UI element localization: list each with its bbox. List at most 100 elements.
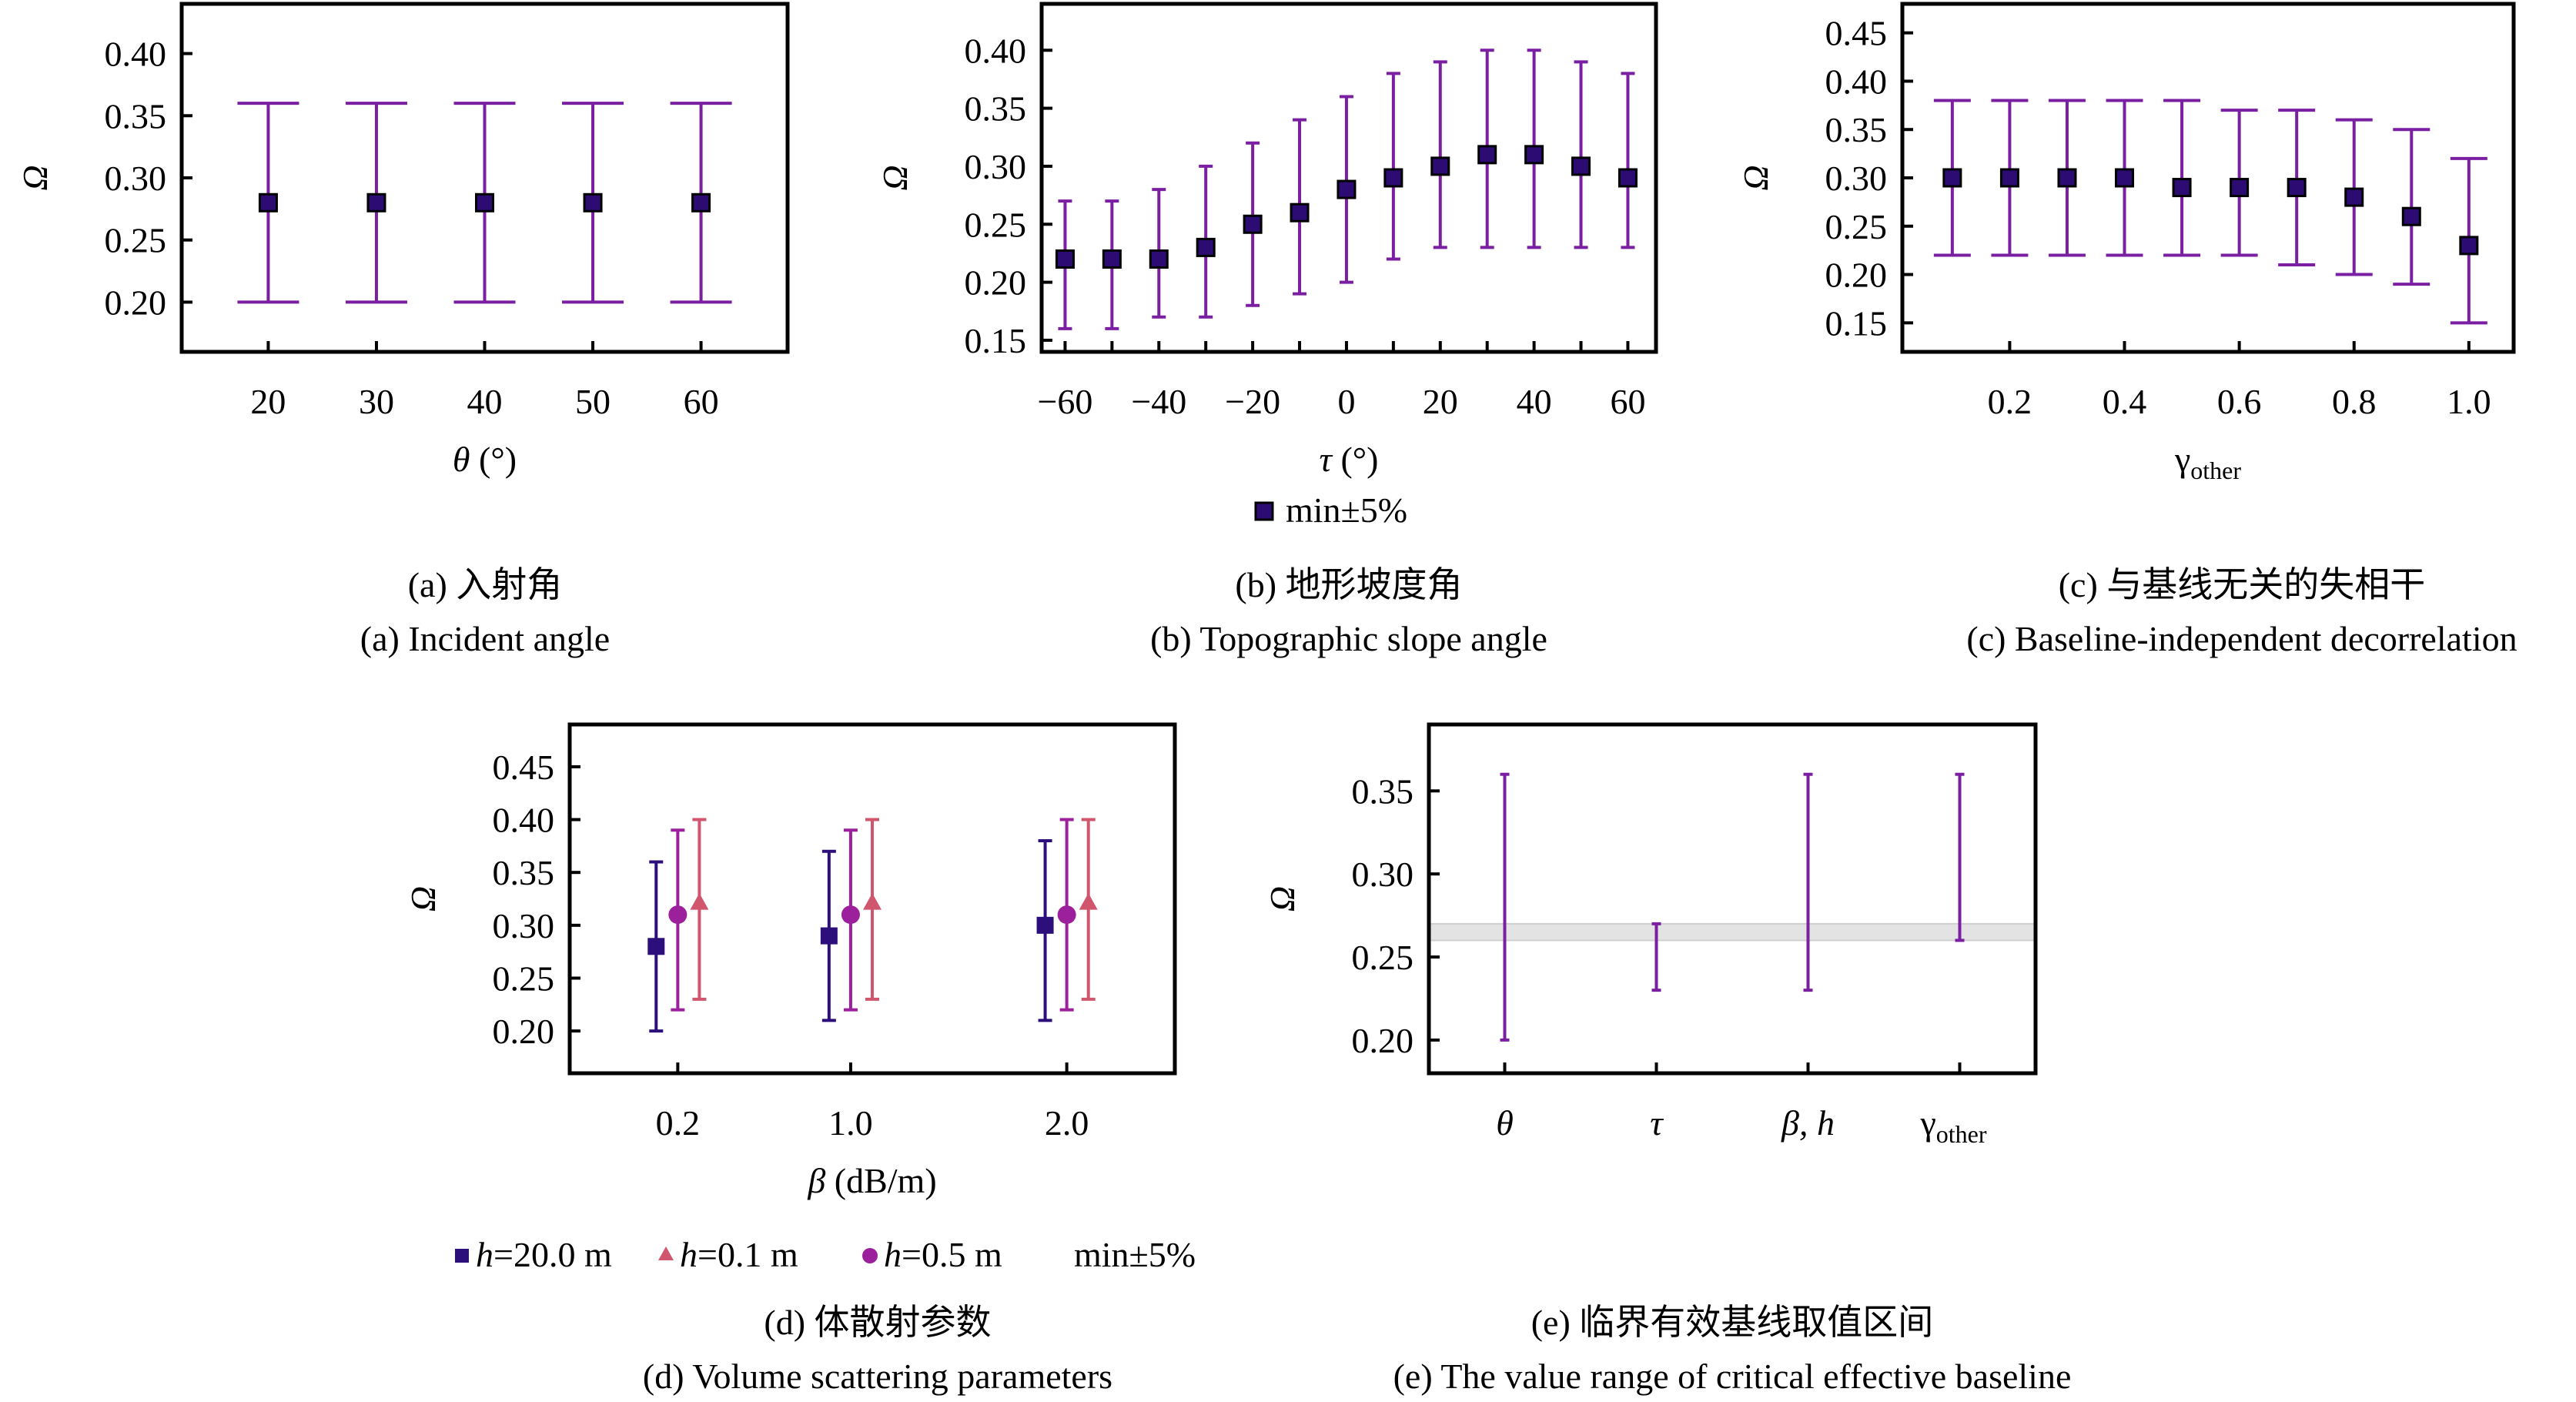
y-tick-label: 0.35 — [1352, 771, 1414, 811]
data-point — [1149, 249, 1169, 269]
x-tick-label: 20 — [250, 382, 286, 421]
legend-suffix: min±5% — [1074, 1235, 1196, 1274]
legend-value: =0.5 m — [902, 1235, 1002, 1274]
data-point — [1942, 168, 1962, 188]
y-tick-label: 0.35 — [1825, 110, 1888, 149]
data-point — [1477, 145, 1497, 165]
data-point — [2459, 236, 2479, 256]
data-point — [1524, 145, 1544, 165]
y-tick-label: 0.25 — [1352, 938, 1414, 977]
x-tick-label: 0.2 — [1988, 382, 2032, 421]
data-point — [1243, 214, 1263, 234]
data-point — [2401, 206, 2421, 226]
data-point — [2057, 168, 2077, 188]
x-tick-label: −20 — [1225, 382, 1280, 421]
y-tick-label: 0.30 — [965, 147, 1027, 186]
x-tick-label: −60 — [1037, 382, 1092, 421]
data-point — [691, 192, 711, 212]
x-tick-label: 0.4 — [2103, 382, 2147, 421]
y-axis-label-b: Ω — [875, 165, 915, 190]
caption-d-cn: (d) 体散射参数 — [764, 1303, 991, 1342]
data-point-h05 — [841, 905, 860, 925]
legend-var: h — [680, 1235, 698, 1274]
panel-d: 0.20 0.25 0.30 0.35 0.40 0.45 Ω 0.2 1.0 2.0 β (dB/… — [403, 722, 1196, 1274]
legend-label-h20: h=20.0 m — [476, 1235, 612, 1274]
data-point — [475, 192, 494, 212]
caption-d-en: (d) Volume scattering parameters — [643, 1357, 1112, 1396]
y-tick-label: 0.45 — [493, 748, 555, 787]
data-point-h20 — [1036, 916, 1054, 934]
data-point — [366, 192, 386, 212]
y-axis-label-a: Ω — [15, 165, 55, 190]
data-point — [1290, 202, 1310, 223]
data-point — [2230, 178, 2250, 198]
x-tick-label: 0.8 — [2332, 382, 2377, 421]
caption-a-en: (a) Incident angle — [360, 619, 610, 658]
data-point — [1571, 156, 1591, 176]
y-tick-label: 0.40 — [1825, 62, 1888, 101]
x-tick-label: 30 — [359, 382, 394, 421]
plot-frame-e — [1427, 722, 2038, 1076]
x-axis-label-symbol: τ — [1319, 440, 1333, 479]
legend-label-h01: h=0.1 m — [680, 1235, 798, 1274]
data-point-h05 — [1057, 905, 1076, 925]
y-tick-label: 0.40 — [493, 801, 555, 840]
data-point — [1102, 249, 1122, 269]
data-point — [1196, 237, 1216, 257]
legend-marker-h01 — [658, 1246, 674, 1260]
panel-b: 0.15 0.20 0.25 0.30 0.35 0.40 Ω −60 −40 −20 0 20 40 6… — [875, 2, 1658, 530]
y-tick-label: 0.20 — [965, 263, 1027, 303]
caption-b-cn: (b) 地形坡度角 — [1235, 565, 1462, 604]
caption-b-en: (b) Topographic slope angle — [1150, 619, 1547, 658]
y-tick-label: 0.35 — [493, 853, 555, 892]
caption-c-cn: (c) 与基线无关的失相干 — [2059, 565, 2426, 604]
x-tick-label: −40 — [1131, 382, 1186, 421]
x-axis-label-unit: (°) — [470, 440, 517, 479]
x-tick-label: 40 — [467, 382, 503, 421]
data-point — [1999, 168, 2019, 188]
y-tick-label: 0.30 — [1352, 855, 1414, 894]
caption-a-cn: (a) 入射角 — [408, 565, 563, 604]
x-axis-label-b: τ (°) — [1319, 440, 1378, 479]
x-tick-label: 2.0 — [1045, 1103, 1089, 1143]
y-tick-label: 0.25 — [1825, 207, 1888, 246]
data-point — [2344, 187, 2364, 207]
y-tick-label: 0.20 — [1352, 1021, 1414, 1060]
data-point-h05 — [668, 905, 687, 925]
legend-label: min±5% — [1286, 490, 1407, 530]
legend-marker-square — [1254, 501, 1274, 521]
x-tick-label: θ — [1496, 1103, 1514, 1143]
y-tick-label: 0.20 — [1825, 256, 1888, 295]
data-point — [258, 192, 278, 212]
y-axis-label-e: Ω — [1263, 886, 1302, 912]
legend-var: h — [884, 1235, 902, 1274]
x-tick-label: 40 — [1517, 382, 1552, 421]
data-point-h20 — [647, 938, 665, 955]
data-point — [1430, 156, 1450, 176]
y-tick-label: 0.25 — [105, 221, 167, 260]
x-tick-label: 1.0 — [2447, 382, 2491, 421]
x-tick-label: γother — [1919, 1103, 1986, 1148]
x-tick-label: 50 — [575, 382, 611, 421]
y-tick-label: 0.35 — [105, 96, 167, 136]
x-axis-label-symbol: θ — [453, 440, 470, 479]
y-tick-label: 0.25 — [493, 959, 555, 998]
x-tick-label: β, h — [1781, 1103, 1835, 1143]
data-point-h01 — [863, 892, 882, 910]
legend-marker-h20 — [455, 1249, 469, 1263]
legend-value: =20.0 m — [493, 1235, 612, 1274]
y-tick-label: 0.30 — [105, 159, 167, 198]
x-tick-label: 0.2 — [656, 1103, 701, 1143]
caption-e-en: (e) The value range of critical effectiv… — [1393, 1357, 2072, 1396]
data-point-h01 — [690, 892, 709, 910]
y-tick-label: 0.15 — [965, 321, 1027, 360]
plot-frame-c — [1900, 2, 2516, 354]
x-axis-label-symbol: γ — [2174, 440, 2190, 479]
y-tick-label: 0.35 — [965, 89, 1027, 129]
y-tick-label: 0.40 — [105, 35, 167, 74]
panel-e: 0.20 0.25 0.30 0.35 Ωθ τ β, h γother — [1263, 722, 2038, 1148]
data-point — [1383, 168, 1403, 188]
y-tick-label: 0.30 — [493, 906, 555, 945]
data-point — [1618, 168, 1638, 188]
y-tick-label: 0.15 — [1825, 303, 1888, 343]
